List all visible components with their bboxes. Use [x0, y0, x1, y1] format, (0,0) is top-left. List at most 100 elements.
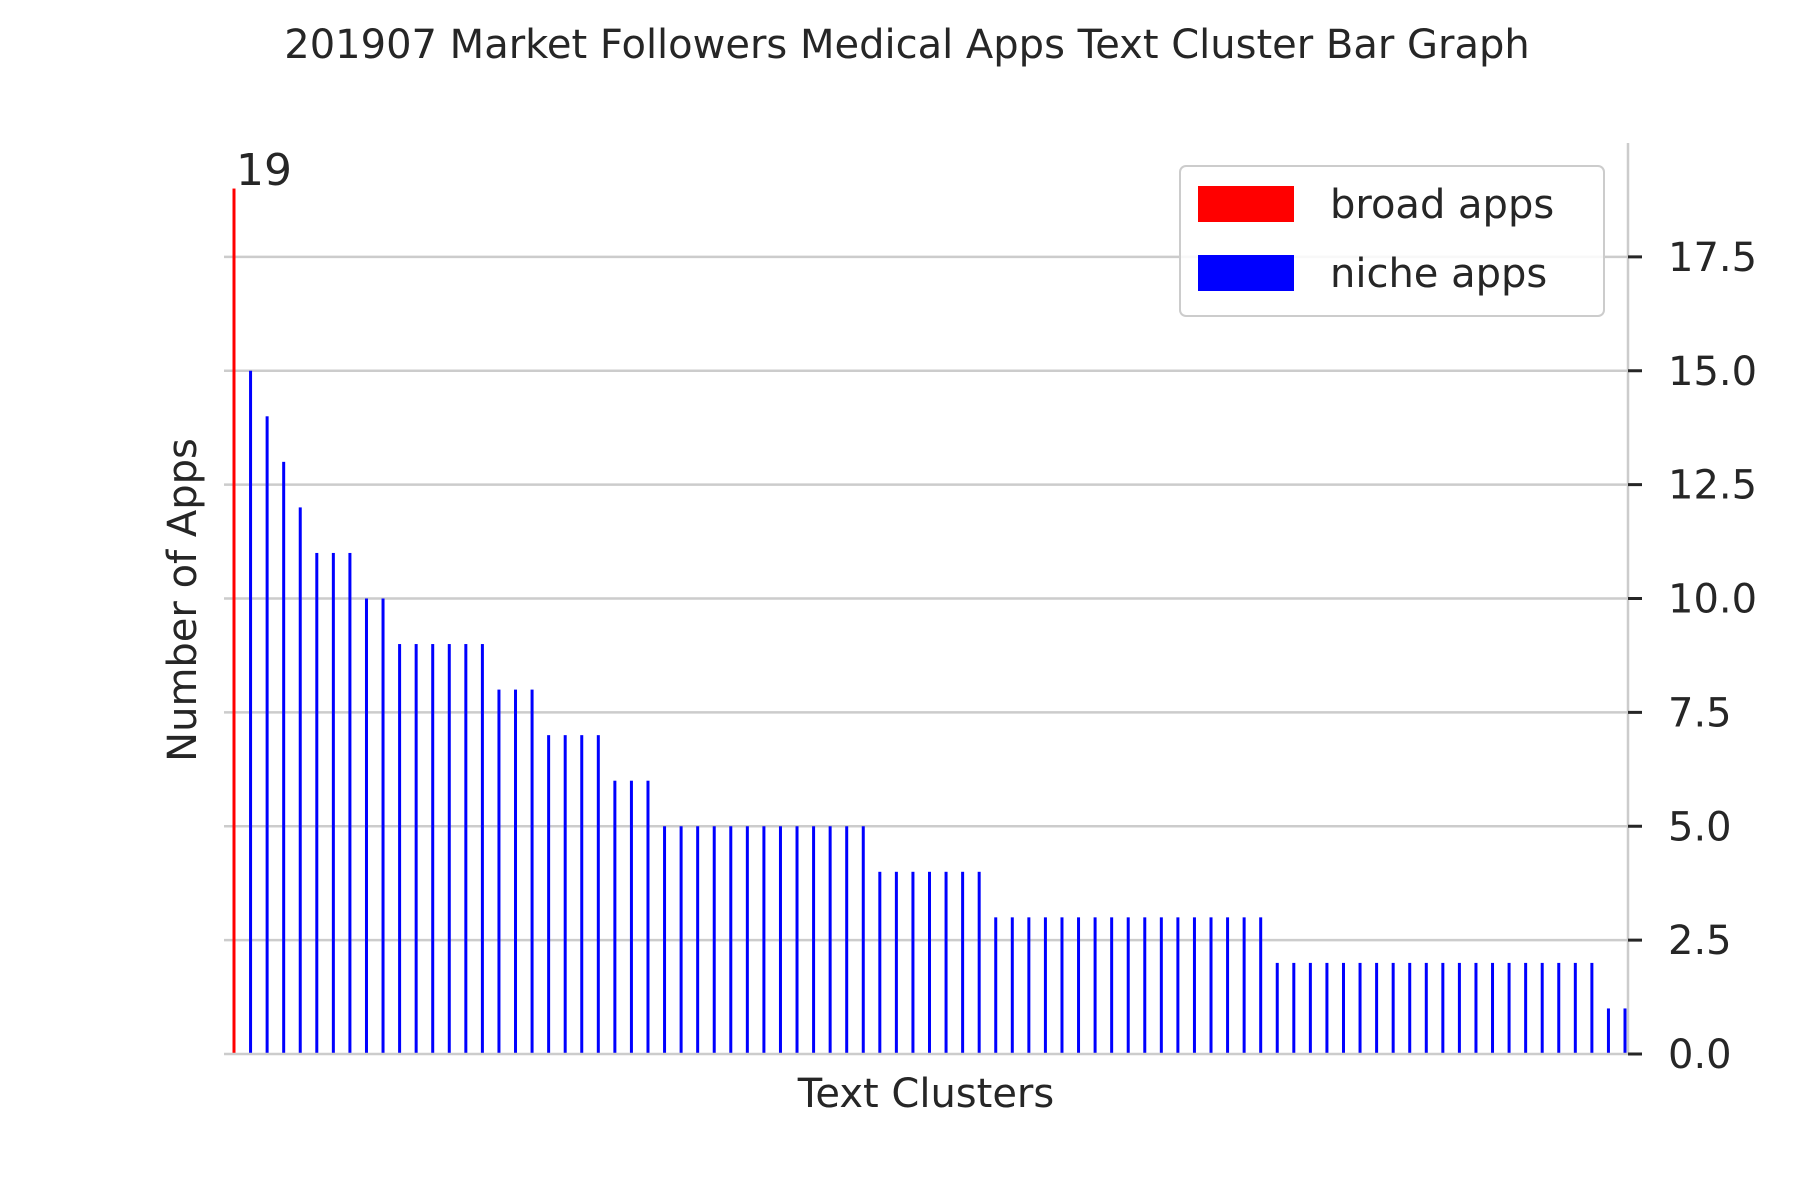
niche-apps-bar	[712, 826, 716, 1054]
bars-group	[232, 188, 1627, 1055]
niche-apps-bar	[629, 780, 633, 1054]
niche-apps-bar	[447, 644, 451, 1054]
niche-apps-bar	[1606, 1008, 1610, 1054]
niche-apps-bar	[1441, 962, 1445, 1054]
legend-swatch-broad	[1198, 186, 1294, 222]
niche-apps-bar	[1408, 962, 1412, 1054]
niche-apps-bar	[530, 689, 534, 1054]
niche-apps-bar	[1275, 962, 1279, 1054]
legend-label-broad: broad apps	[1330, 182, 1554, 228]
niche-apps-bar	[249, 370, 253, 1054]
niche-apps-bar	[679, 826, 683, 1054]
niche-apps-bar	[762, 826, 766, 1054]
niche-apps-bar	[696, 826, 700, 1054]
niche-apps-bar	[414, 644, 418, 1054]
chart-title: 201907 Market Followers Medical Apps Tex…	[284, 22, 1529, 68]
niche-apps-bar	[977, 871, 981, 1054]
niche-apps-bar	[646, 780, 650, 1054]
niche-apps-bar	[1540, 962, 1544, 1054]
niche-apps-bar	[894, 871, 898, 1054]
niche-apps-bar	[994, 917, 998, 1054]
niche-apps-bar	[961, 871, 965, 1054]
niche-apps-bar	[431, 644, 435, 1054]
niche-apps-bar	[1010, 917, 1014, 1054]
y-tick-label: 10.0	[1668, 577, 1757, 623]
niche-apps-bar	[1375, 962, 1379, 1054]
niche-apps-bar	[1424, 962, 1428, 1054]
x-axis-label: Text Clusters	[797, 1071, 1054, 1117]
niche-apps-bar	[331, 552, 335, 1054]
bar-annotation: 19	[236, 145, 292, 196]
niche-apps-bar	[1259, 917, 1263, 1054]
niche-apps-bar	[1043, 917, 1047, 1054]
legend-swatch-niche	[1198, 255, 1294, 291]
niche-apps-bar	[464, 644, 468, 1054]
niche-apps-bar	[497, 689, 501, 1054]
niche-apps-bar	[1126, 917, 1130, 1054]
niche-apps-bar	[812, 826, 816, 1054]
niche-apps-bar	[878, 871, 882, 1054]
niche-apps-bar	[1573, 962, 1577, 1054]
niche-apps-bar	[845, 826, 849, 1054]
niche-apps-bar	[944, 871, 948, 1054]
niche-apps-bar	[1557, 962, 1561, 1054]
y-tick-label: 2.5	[1668, 918, 1732, 964]
niche-apps-bar	[547, 735, 551, 1054]
niche-apps-bar	[1474, 962, 1478, 1054]
niche-apps-bar	[1308, 962, 1312, 1054]
niche-apps-bar	[1507, 962, 1511, 1054]
niche-apps-bar	[364, 598, 368, 1054]
y-tick-label: 15.0	[1668, 349, 1757, 395]
niche-apps-bar	[348, 552, 352, 1054]
niche-apps-bar	[1623, 1008, 1627, 1054]
niche-apps-bar	[1209, 917, 1213, 1054]
niche-apps-bar	[1325, 962, 1329, 1054]
legend-label-niche: niche apps	[1330, 251, 1547, 297]
niche-apps-bar	[1226, 917, 1230, 1054]
niche-apps-bar	[795, 826, 799, 1054]
niche-apps-bar	[1143, 917, 1147, 1054]
niche-apps-bar	[580, 735, 584, 1054]
niche-apps-bar	[1491, 962, 1495, 1054]
niche-apps-bar	[1391, 962, 1395, 1054]
niche-apps-bar	[1457, 962, 1461, 1054]
niche-apps-bar	[928, 871, 931, 1054]
niche-apps-bar	[745, 826, 749, 1054]
niche-apps-bar	[1292, 962, 1296, 1054]
niche-apps-bar	[1027, 917, 1031, 1054]
y-tick-label: 5.0	[1668, 804, 1732, 850]
niche-apps-bar	[282, 461, 286, 1055]
niche-apps-bar	[1192, 917, 1196, 1054]
y-tick-label: 17.5	[1668, 235, 1757, 281]
niche-apps-bar	[1176, 917, 1180, 1054]
y-tick-label: 0.0	[1668, 1032, 1732, 1078]
niche-apps-bar	[663, 826, 667, 1054]
niche-apps-bar	[613, 780, 617, 1054]
legend: broad apps niche apps	[1179, 165, 1605, 317]
niche-apps-bar	[729, 826, 733, 1054]
niche-apps-bar	[480, 644, 484, 1054]
niche-apps-bar	[381, 598, 385, 1054]
niche-apps-bar	[828, 826, 832, 1054]
niche-apps-bar	[1242, 917, 1246, 1054]
y-axis-label: Number of Apps	[160, 438, 206, 762]
niche-apps-bar	[1077, 917, 1081, 1054]
niche-apps-bar	[1524, 962, 1528, 1054]
y-axis-ticks: 0.0 2.5 5.0 7.5 10.0 12.5 15.0 17.5	[1628, 235, 1757, 1078]
niche-apps-bar	[1060, 917, 1064, 1054]
niche-apps-bar	[265, 416, 269, 1054]
niche-apps-bar	[1159, 917, 1163, 1054]
niche-apps-bar	[1590, 962, 1594, 1054]
broad-apps-bar	[232, 188, 236, 1055]
niche-apps-bar	[298, 507, 302, 1054]
grid-lines	[224, 255, 1628, 942]
niche-apps-bar	[1093, 917, 1097, 1054]
niche-apps-bar	[398, 644, 402, 1054]
niche-apps-bar	[563, 735, 567, 1054]
niche-apps-bar	[861, 826, 865, 1054]
niche-apps-bar	[778, 826, 782, 1054]
niche-apps-bar	[596, 735, 600, 1054]
niche-apps-bar	[911, 871, 915, 1054]
y-tick-label: 12.5	[1668, 463, 1757, 509]
